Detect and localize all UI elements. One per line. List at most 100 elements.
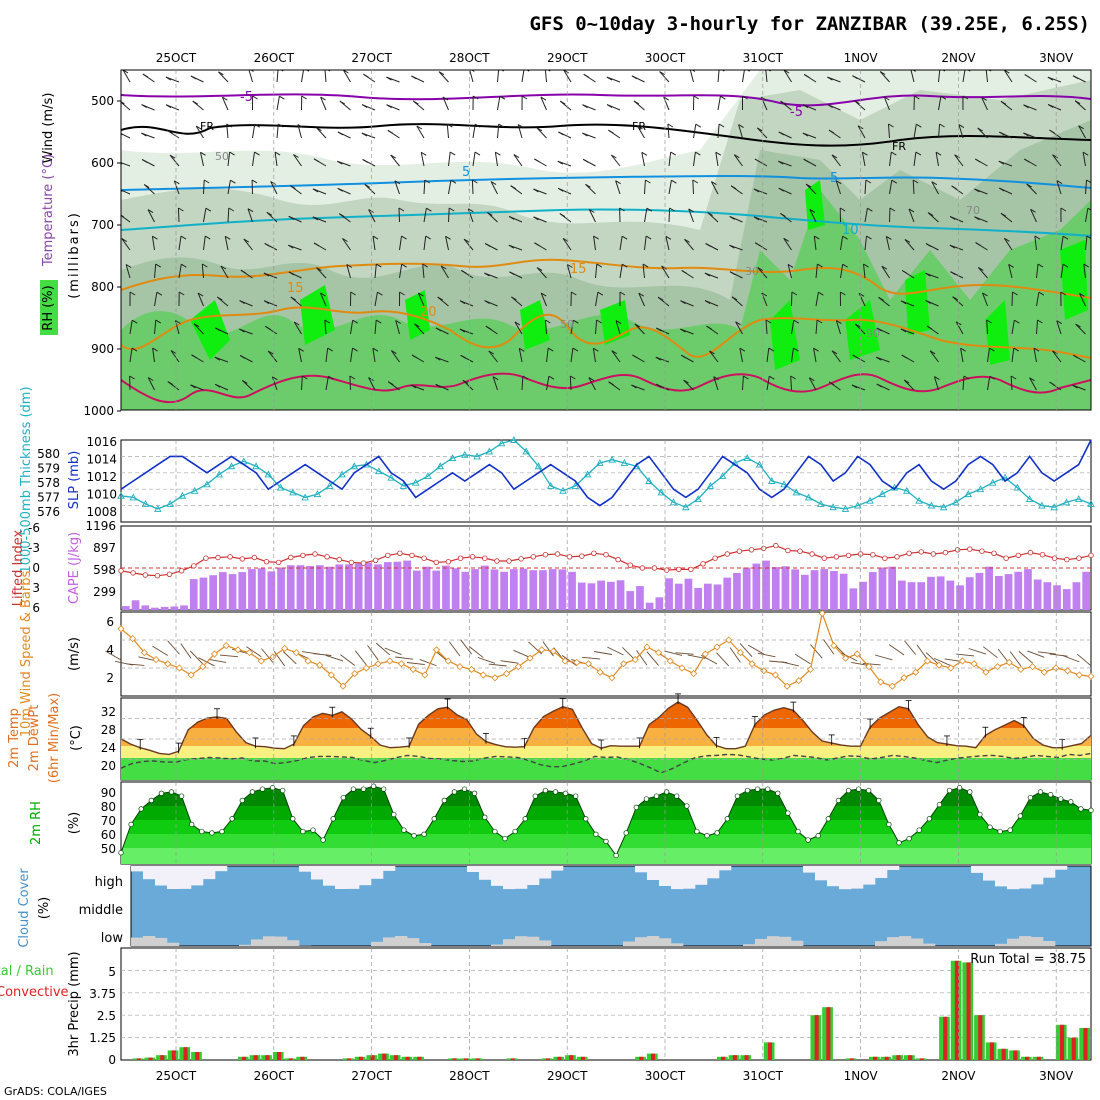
wind-barb-feather — [557, 187, 564, 192]
wind-barb — [276, 96, 280, 111]
wind-barb-feather — [718, 123, 725, 128]
wind-barb — [1078, 125, 1086, 139]
cloud-low-gap — [755, 938, 768, 946]
top-date-label: 1NOV — [844, 51, 879, 65]
surface-barb — [810, 644, 823, 659]
cape-bar — [141, 605, 150, 610]
wind-barb-feather — [975, 158, 981, 163]
rh-marker — [360, 786, 367, 792]
surface-barb — [934, 657, 951, 667]
wind-barb-feather — [472, 179, 478, 184]
li-marker — [942, 549, 949, 556]
cloud-low-gap — [911, 938, 924, 946]
wind-barb-feather — [548, 375, 555, 380]
wind-barb-feather — [395, 320, 401, 324]
wind-marker — [865, 663, 873, 671]
wind-barb-feather — [387, 129, 394, 134]
wind-barb — [368, 209, 376, 223]
wind-barb-feather — [193, 323, 200, 328]
wind-barb — [593, 236, 596, 251]
wind-barb-feather — [974, 216, 980, 221]
surface-barb — [488, 663, 507, 667]
wind-barb-feather — [559, 213, 566, 217]
cape-bar — [1082, 571, 1090, 610]
wind-barb-feather — [881, 265, 888, 270]
wind-barb — [692, 179, 694, 195]
wind-barb-feather — [362, 158, 368, 163]
li-marker — [797, 548, 803, 554]
wind-barb — [440, 265, 449, 279]
wind-barb — [1060, 236, 1064, 251]
pressure-tick-label: 1000 — [83, 404, 114, 418]
wind-barb-feather — [615, 320, 622, 325]
tick-label: 50 — [101, 842, 116, 856]
li-marker — [1003, 555, 1009, 561]
rh-marker — [663, 789, 670, 795]
cape-bar — [383, 562, 392, 610]
wind-barb — [129, 348, 133, 363]
label-isotherm-15: 15 — [287, 281, 304, 296]
wind-barb-feather — [312, 216, 319, 221]
wind-barb — [888, 123, 890, 139]
wind-marker — [993, 663, 1002, 671]
cloud-high-gap — [347, 866, 360, 889]
wind-marker — [596, 668, 604, 676]
surface-barb — [500, 660, 519, 664]
wind-barb-feather — [203, 179, 210, 184]
wind-barb-feather — [865, 179, 872, 184]
tick-label: -3 — [28, 541, 40, 555]
wind-barb-feather — [695, 123, 702, 128]
cape-bar — [607, 581, 615, 610]
rh-marker — [744, 787, 751, 794]
wind-barb — [667, 123, 670, 139]
wind-barb-feather — [1056, 320, 1063, 325]
wind-marker — [292, 649, 300, 657]
wind-barb — [982, 292, 988, 307]
wind-barb — [203, 179, 205, 195]
cape-bar — [839, 573, 848, 610]
wind-barb-feather — [254, 123, 260, 128]
wind-barb — [595, 264, 598, 279]
wind-barb — [1030, 209, 1037, 223]
wind-barb — [910, 70, 915, 83]
wind-barb — [889, 180, 893, 195]
cloud-low-gap — [527, 936, 540, 946]
wind-barb — [414, 323, 425, 335]
wind-barb-feather — [931, 181, 938, 186]
cape-bar — [519, 568, 528, 610]
wind-barb — [417, 292, 425, 307]
thickness-marker — [841, 504, 850, 512]
wind-barb-feather — [462, 379, 469, 384]
precip-convective-bar — [148, 1057, 153, 1060]
wind-barb-feather — [180, 235, 187, 240]
wind-barb — [709, 350, 719, 363]
wind-barb — [765, 319, 768, 335]
wind-barb-feather — [448, 207, 455, 212]
wind-marker — [222, 642, 230, 650]
li-marker — [748, 547, 755, 553]
cloud-low-gap — [407, 938, 420, 946]
cape-bar — [616, 580, 625, 610]
wind-marker — [760, 667, 768, 675]
wind-barb-feather — [713, 376, 719, 381]
thickness-marker — [166, 500, 174, 507]
wind-barb-feather — [929, 350, 936, 355]
cape-bar — [490, 569, 499, 610]
thickness-marker — [252, 462, 260, 470]
cape-bar — [393, 561, 402, 610]
wind-barb-feather — [633, 100, 640, 105]
thickness-marker — [375, 467, 383, 475]
wind-barb — [536, 267, 547, 279]
wind-barb-feather — [891, 179, 898, 184]
wind-barb-feather — [793, 347, 799, 352]
wind-barb-feather — [950, 271, 956, 276]
wind-marker — [129, 635, 137, 643]
wind-barb-feather — [567, 264, 573, 268]
pressure-tick-label: 800 — [91, 280, 114, 294]
wind-barb — [742, 375, 744, 391]
wind-barb — [933, 376, 939, 391]
cape-bar — [228, 574, 237, 610]
wind-barb-feather — [1024, 74, 1030, 78]
